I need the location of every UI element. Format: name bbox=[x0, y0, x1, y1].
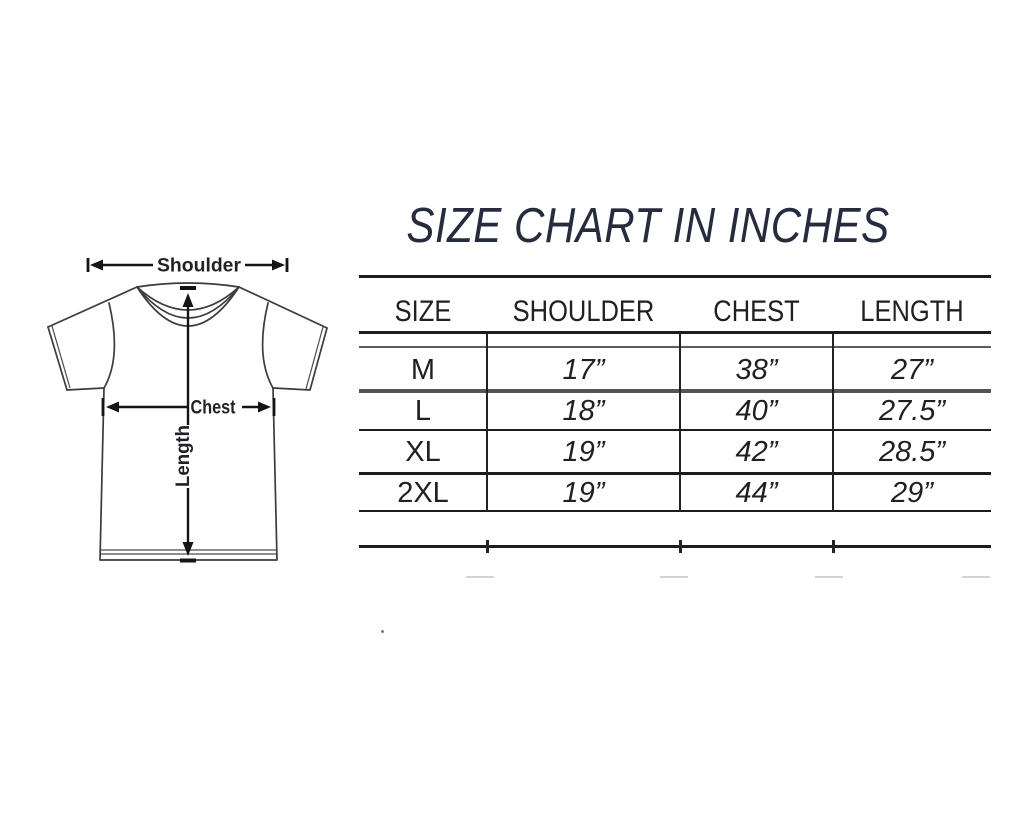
left-arrowhead-icon bbox=[90, 259, 103, 271]
shoulder-dimension: Shoulder bbox=[86, 256, 289, 277]
table-rule-tick bbox=[486, 540, 489, 553]
table-row-size-label: M bbox=[410, 354, 436, 386]
left-sleeve-edge bbox=[47, 326, 105, 391]
table-row-size-label: L bbox=[414, 395, 432, 427]
tshirt-measurement-diagram: Shoulder Chest Length bbox=[47, 256, 328, 563]
table-cell-chest: 44” bbox=[735, 477, 778, 509]
length-dim-bottom-tick bbox=[180, 558, 196, 563]
scan-artifact-dot bbox=[381, 630, 384, 633]
table-row-size-label: 2XL bbox=[397, 477, 449, 509]
table-rule-below-row-xl bbox=[359, 472, 991, 475]
table-rule-below-row-2xl bbox=[359, 510, 991, 512]
collar-back-curve bbox=[136, 282, 240, 288]
length-dim-top-tick bbox=[180, 286, 196, 290]
table-cell-chest: 42” bbox=[735, 436, 778, 468]
right-armhole-curve bbox=[261, 302, 274, 389]
scan-artifact bbox=[815, 576, 843, 578]
column-header-chest: CHEST bbox=[713, 295, 800, 328]
chest-dimension-label: Chest bbox=[191, 398, 237, 419]
table-row-size-label: XL bbox=[405, 436, 441, 468]
table-rule-below-row-m bbox=[359, 389, 991, 393]
table-cell-length: 28.5” bbox=[878, 436, 946, 468]
left-shoulder-seam bbox=[47, 286, 138, 328]
table-cell-shoulder: 17” bbox=[562, 354, 605, 386]
table-column-divider bbox=[679, 333, 681, 512]
table-cell-length: 29” bbox=[891, 477, 933, 509]
table-cell-chest: 40” bbox=[735, 395, 778, 427]
down-arrowhead-icon bbox=[182, 542, 194, 556]
table-cell-shoulder: 19” bbox=[562, 436, 605, 468]
scan-artifact bbox=[660, 576, 688, 578]
table-rule-tick bbox=[679, 540, 682, 553]
left-arrowhead-icon bbox=[106, 401, 119, 413]
table-rule-sub-header bbox=[359, 346, 991, 348]
table-rule-tick bbox=[832, 540, 835, 553]
table-cell-shoulder: 19” bbox=[562, 477, 605, 509]
right-sleeve-edge bbox=[272, 327, 328, 391]
right-shoulder-seam bbox=[238, 286, 328, 329]
right-sleeve-cuff-line bbox=[305, 326, 324, 390]
table-rule-below-header bbox=[359, 331, 991, 334]
scan-artifact bbox=[466, 576, 494, 578]
length-dimension-label: Length bbox=[173, 425, 194, 487]
table-cell-length: 27.5” bbox=[878, 395, 946, 427]
table-rule-bottom bbox=[359, 545, 991, 548]
table-cell-chest: 38” bbox=[735, 354, 778, 386]
right-arrowhead-icon bbox=[272, 259, 285, 271]
table-column-divider bbox=[832, 333, 834, 512]
page-title: SIZE CHART IN INCHES bbox=[406, 199, 890, 253]
table-rule-below-row-l bbox=[359, 429, 991, 431]
right-arrowhead-icon bbox=[258, 401, 271, 413]
left-sleeve-cuff-line bbox=[51, 325, 71, 389]
column-header-size: SIZE bbox=[394, 295, 452, 328]
table-column-divider bbox=[486, 333, 488, 512]
table-rule-top bbox=[359, 275, 991, 278]
chest-dimension: Chest bbox=[101, 398, 276, 419]
length-dimension: Length bbox=[173, 286, 196, 563]
table-cell-shoulder: 18” bbox=[562, 395, 605, 427]
column-header-shoulder: SHOULDER bbox=[512, 295, 655, 328]
table-cell-length: 27” bbox=[891, 354, 933, 386]
column-header-length: LENGTH bbox=[860, 295, 964, 328]
up-arrowhead-icon bbox=[182, 293, 194, 307]
left-armhole-curve bbox=[103, 302, 116, 389]
scan-artifact bbox=[962, 576, 990, 578]
shoulder-dimension-label: Shoulder bbox=[157, 256, 242, 277]
